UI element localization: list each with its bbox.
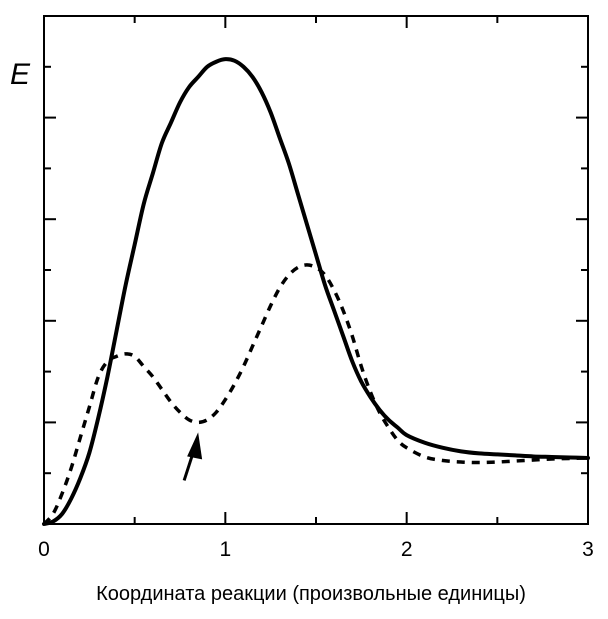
arrow-head <box>187 432 203 460</box>
intermediate-arrow-annotation <box>182 432 203 481</box>
solid-energy-curve <box>42 57 590 526</box>
x-tick-labels: 0 1 2 3 <box>38 538 594 561</box>
x-axis-label: Координата реакции (произвольные единицы… <box>96 583 526 605</box>
x-tick-label: 3 <box>582 538 594 561</box>
x-tick-label: 2 <box>401 538 413 561</box>
plot-frame <box>43 15 589 525</box>
tick-marks <box>43 16 589 524</box>
y-axis-label: E <box>10 58 31 91</box>
dashed-energy-curve <box>42 263 589 526</box>
x-tick-label: 0 <box>38 538 50 561</box>
x-tick-label: 1 <box>219 538 231 561</box>
